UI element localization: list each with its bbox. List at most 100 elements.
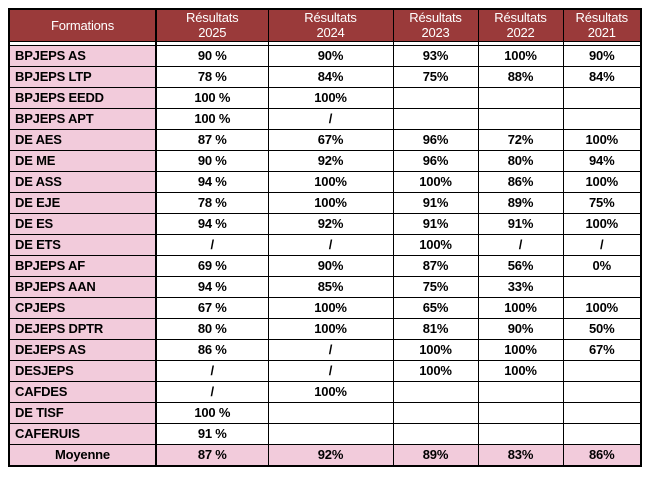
result-cell-2021: 50% [562,317,642,340]
result-cell-2022: 100% [477,44,564,67]
formation-name-cell: BPJEPS AS [8,44,157,67]
result-cell-2024: 100% [267,296,394,319]
column-header-resultats-2021: Résultats 2021 [562,8,642,42]
header-row: Formations Résultats 2025 Résultats 2024… [8,8,642,42]
result-cell-2024 [267,422,394,445]
result-cell-2021: / [562,233,642,256]
result-cell-2024 [267,401,394,424]
result-cell-2023: 100% [392,338,479,361]
result-cell-2025: 69 % [155,254,269,277]
formation-name-cell: BPJEPS LTP [8,65,157,88]
header-label: Résultats [304,10,357,25]
formation-name-cell: BPJEPS AF [8,254,157,277]
table-row: BPJEPS AS 90 % 90% 93% 100% 90% [8,44,642,67]
formation-name-cell: DE EJE [8,191,157,214]
result-cell-2023 [392,380,479,403]
formation-name-cell: CAFDES [8,380,157,403]
result-cell-2021 [562,275,642,298]
column-header-resultats-2024: Résultats 2024 [267,8,394,42]
formation-name-cell: BPJEPS AAN [8,275,157,298]
result-cell-2023: 100% [392,170,479,193]
formation-name-cell: DE TISF [8,401,157,424]
result-cell-2022 [477,422,564,445]
result-cell-2021: 84% [562,65,642,88]
result-cell-2022: 100% [477,359,564,382]
result-cell-2022 [477,401,564,424]
result-cell-2021: 100% [562,170,642,193]
result-cell-2024: 85% [267,275,394,298]
result-cell-2023: 96% [392,149,479,172]
average-cell-2022: 83% [477,443,564,467]
result-cell-2025: 78 % [155,65,269,88]
header-label: Résultats [575,10,629,25]
result-cell-2024: / [267,233,394,256]
result-cell-2023 [392,86,479,109]
table-row: BPJEPS EEDD 100 % 100% [8,86,642,109]
table-row: CAFDES / 100% [8,380,642,403]
result-cell-2025: 67 % [155,296,269,319]
table-row: DE ETS / / 100% / / [8,233,642,256]
result-cell-2025: / [155,380,269,403]
table-row: CPJEPS 67 % 100% 65% 100% 100% [8,296,642,319]
result-cell-2025: 100 % [155,401,269,424]
result-cell-2023: 87% [392,254,479,277]
result-cell-2022: 33% [477,275,564,298]
result-cell-2022: 91% [477,212,564,235]
result-cell-2024: 67% [267,128,394,151]
table-row: DE AES 87 % 67% 96% 72% 100% [8,128,642,151]
result-cell-2022: 56% [477,254,564,277]
table-row: DESJEPS / / 100% 100% [8,359,642,382]
header-year: 2021 [587,25,616,41]
table-row: DE ES 94 % 92% 91% 91% 100% [8,212,642,235]
table-row: DEJEPS DPTR 80 % 100% 81% 90% 50% [8,317,642,340]
result-cell-2022: / [477,233,564,256]
formation-name-cell: DEJEPS AS [8,338,157,361]
formation-name-cell: CPJEPS [8,296,157,319]
result-cell-2021 [562,359,642,382]
result-cell-2023: 91% [392,212,479,235]
result-cell-2021: 75% [562,191,642,214]
page: Formations Résultats 2025 Résultats 2024… [8,8,642,467]
formation-name-cell: DE ME [8,149,157,172]
result-cell-2024: 92% [267,212,394,235]
table-row: BPJEPS AF 69 % 90% 87% 56% 0% [8,254,642,277]
result-cell-2023: 100% [392,359,479,382]
result-cell-2021: 94% [562,149,642,172]
result-cell-2024: 90% [267,254,394,277]
result-cell-2021: 100% [562,296,642,319]
result-cell-2023: 75% [392,275,479,298]
result-cell-2021: 67% [562,338,642,361]
result-cell-2024: 100% [267,86,394,109]
result-cell-2023: 96% [392,128,479,151]
average-cell-2023: 89% [392,443,479,467]
column-header-resultats-2025: Résultats 2025 [155,8,269,42]
result-cell-2022 [477,86,564,109]
header-label: Résultats [186,10,239,25]
result-cell-2025: 94 % [155,170,269,193]
result-cell-2022: 100% [477,338,564,361]
formation-name-cell: DE ES [8,212,157,235]
column-header-formations: Formations [8,8,157,42]
result-cell-2022: 100% [477,296,564,319]
result-cell-2024: 90% [267,44,394,67]
result-cell-2024: 100% [267,317,394,340]
formation-name-cell: DE AES [8,128,157,151]
result-cell-2025: 87 % [155,128,269,151]
formation-name-cell: DEJEPS DPTR [8,317,157,340]
formation-name-cell: DE ASS [8,170,157,193]
result-cell-2022: 86% [477,170,564,193]
column-header-resultats-2022: Résultats 2022 [477,8,564,42]
result-cell-2024: 84% [267,65,394,88]
result-cell-2025: 80 % [155,317,269,340]
result-cell-2022: 89% [477,191,564,214]
header-year: 2025 [198,25,227,41]
result-cell-2021: 100% [562,128,642,151]
result-cell-2021 [562,107,642,130]
result-cell-2023 [392,401,479,424]
result-cell-2024: 100% [267,170,394,193]
result-cell-2023: 75% [392,65,479,88]
header-label: Résultats [409,10,462,25]
formation-name-cell: DESJEPS [8,359,157,382]
table-row: DE EJE 78 % 100% 91% 89% 75% [8,191,642,214]
table-row: CAFERUIS 91 % [8,422,642,445]
